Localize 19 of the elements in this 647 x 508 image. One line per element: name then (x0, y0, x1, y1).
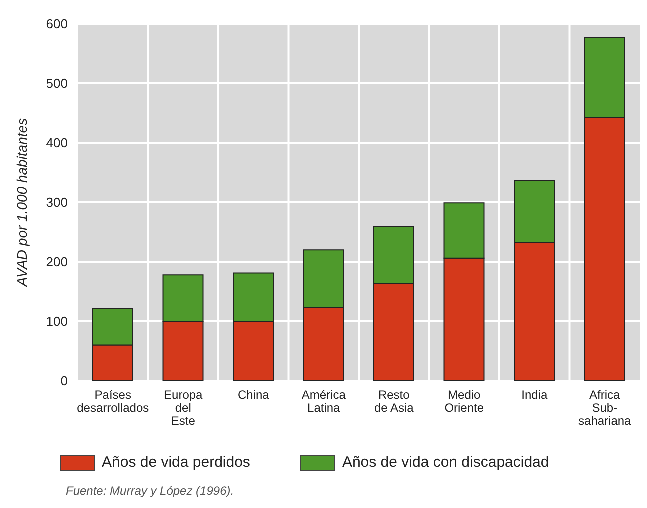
x-tick-label: Resto de Asia (374, 388, 414, 415)
source-note: Fuente: Murray y López (1996). (65, 484, 236, 498)
x-tick-label: América Latina (302, 388, 346, 415)
x-tick-label: Europa del Este (164, 388, 204, 428)
x-tick-label: Africa Sub- sahariana (578, 388, 632, 428)
x-tick-label: Países desarrollados (77, 388, 150, 415)
y-tick-label: 0 (60, 374, 68, 389)
y-tick-label: 100 (46, 314, 68, 330)
x-tick-label: Medio Oriente (444, 388, 484, 415)
y-axis-title: AVAD por 1.000 habitantes (14, 118, 30, 288)
y-tick-label: 500 (46, 76, 68, 92)
x-tick-label: China (238, 388, 270, 402)
x-tick-label: India (522, 388, 548, 402)
legend-label: Años de vida perdidos (102, 454, 250, 471)
y-tick-label: 400 (46, 136, 68, 151)
y-tick-label: 200 (46, 254, 68, 270)
y-tick-label: 300 (46, 195, 68, 210)
legend-label: Años de vida con discapacidad (342, 454, 550, 471)
y-tick-label: 600 (46, 16, 68, 32)
